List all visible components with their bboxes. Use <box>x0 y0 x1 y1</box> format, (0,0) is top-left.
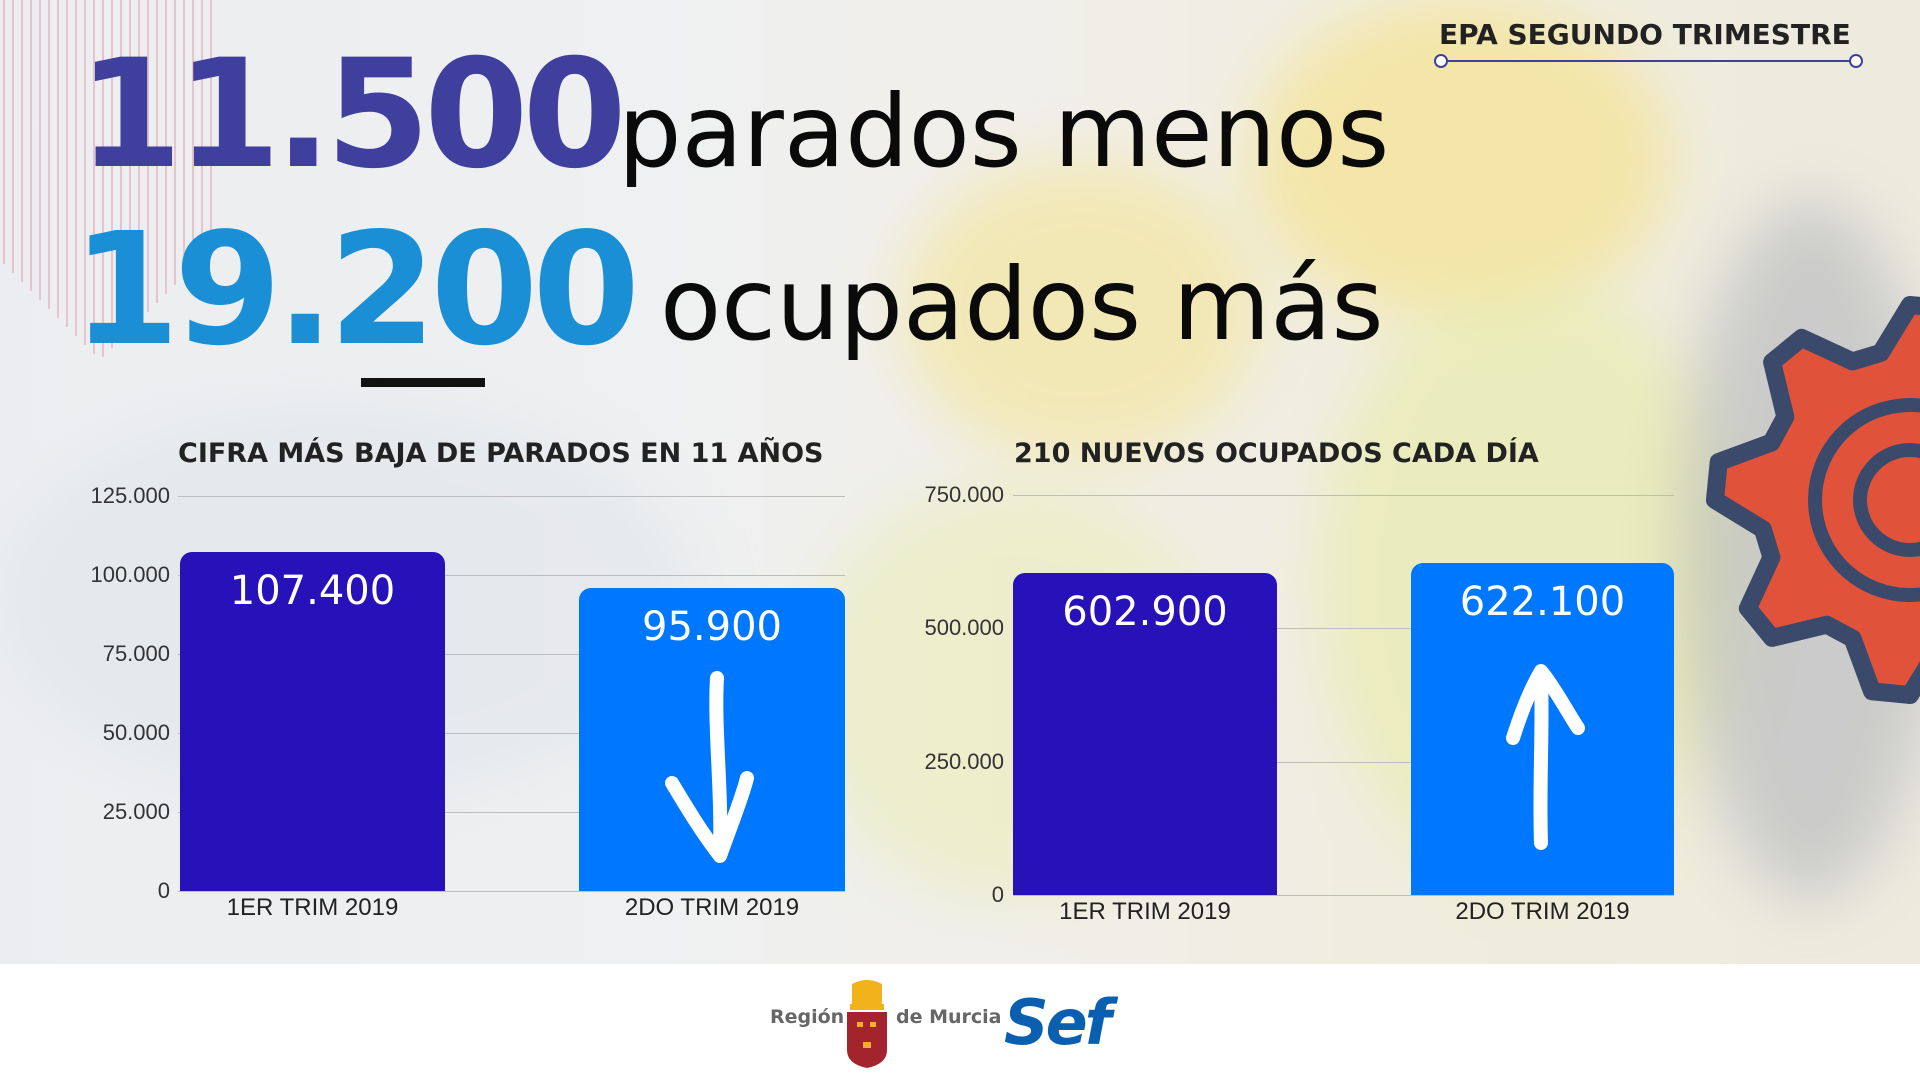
section-tag: EPA SEGUNDO TRIMESTRE <box>1439 18 1851 51</box>
y-tick-label: 0 <box>991 882 1004 907</box>
headline-text-employed: ocupados más <box>660 246 1384 363</box>
gridline <box>178 496 845 497</box>
region-logo-text-left: Región <box>770 1006 845 1028</box>
gridline <box>1013 495 1674 496</box>
x-tick-label: 2DO TRIM 2019 <box>624 894 800 921</box>
footer: Región de Murcia Sef <box>0 964 1920 1080</box>
gridline <box>1013 895 1674 896</box>
y-tick-label: 75.000 <box>102 641 170 666</box>
y-tick-label: 25.000 <box>102 799 170 824</box>
data-label: 95.900 <box>642 603 782 650</box>
y-tick-label: 125.000 <box>90 483 170 508</box>
data-label: 622.100 <box>1459 579 1626 626</box>
headline-underline <box>361 378 485 387</box>
arrow-down-icon <box>665 670 754 863</box>
gridline <box>178 575 845 576</box>
sef-logo: Sef <box>1004 986 1112 1059</box>
y-tick-label: 0 <box>157 878 170 903</box>
headline-number-unemployed: 11.500 <box>78 28 627 202</box>
x-tick-label: 1ER TRIM 2019 <box>1059 898 1231 925</box>
bar: 622.100 <box>1411 563 1674 895</box>
chart-title: 210 NUEVOS OCUPADOS CADA DÍA <box>1014 438 1539 469</box>
data-label: 602.900 <box>1062 589 1228 636</box>
gridline <box>178 733 845 734</box>
y-tick-label: 750.000 <box>924 482 1004 507</box>
y-tick-label: 50.000 <box>102 720 170 745</box>
x-tick-label: 1ER TRIM 2019 <box>226 894 399 921</box>
gear-icon <box>1706 296 1920 704</box>
chart-title: CIFRA MÁS BAJA DE PARADOS EN 11 AÑOS <box>178 438 824 469</box>
bar: 95.900 <box>579 587 845 891</box>
y-tick-label: 250.000 <box>924 748 1004 774</box>
decorative-stripes <box>3 0 212 357</box>
bar: 107.400 <box>180 551 445 891</box>
data-label: 107.400 <box>229 567 396 614</box>
bar: 602.900 <box>1013 573 1277 895</box>
gridline <box>178 891 845 892</box>
y-tick-label: 100.000 <box>90 562 170 587</box>
region-logo-text-right: de Murcia <box>896 1006 1002 1028</box>
x-tick-label: 2DO TRIM 2019 <box>1455 898 1630 925</box>
gridline <box>1013 761 1674 763</box>
gridline <box>1013 628 1674 630</box>
headline-text-unemployed: parados menos <box>618 73 1390 190</box>
tag-underline <box>1434 54 1863 68</box>
arrow-up-icon <box>1505 664 1585 851</box>
gridline <box>178 812 845 813</box>
y-tick-label: 500.000 <box>924 615 1004 641</box>
headline-number-employed: 19.200 <box>72 199 640 380</box>
gridline <box>178 654 845 655</box>
region-murcia-shield-logo <box>847 980 887 1068</box>
